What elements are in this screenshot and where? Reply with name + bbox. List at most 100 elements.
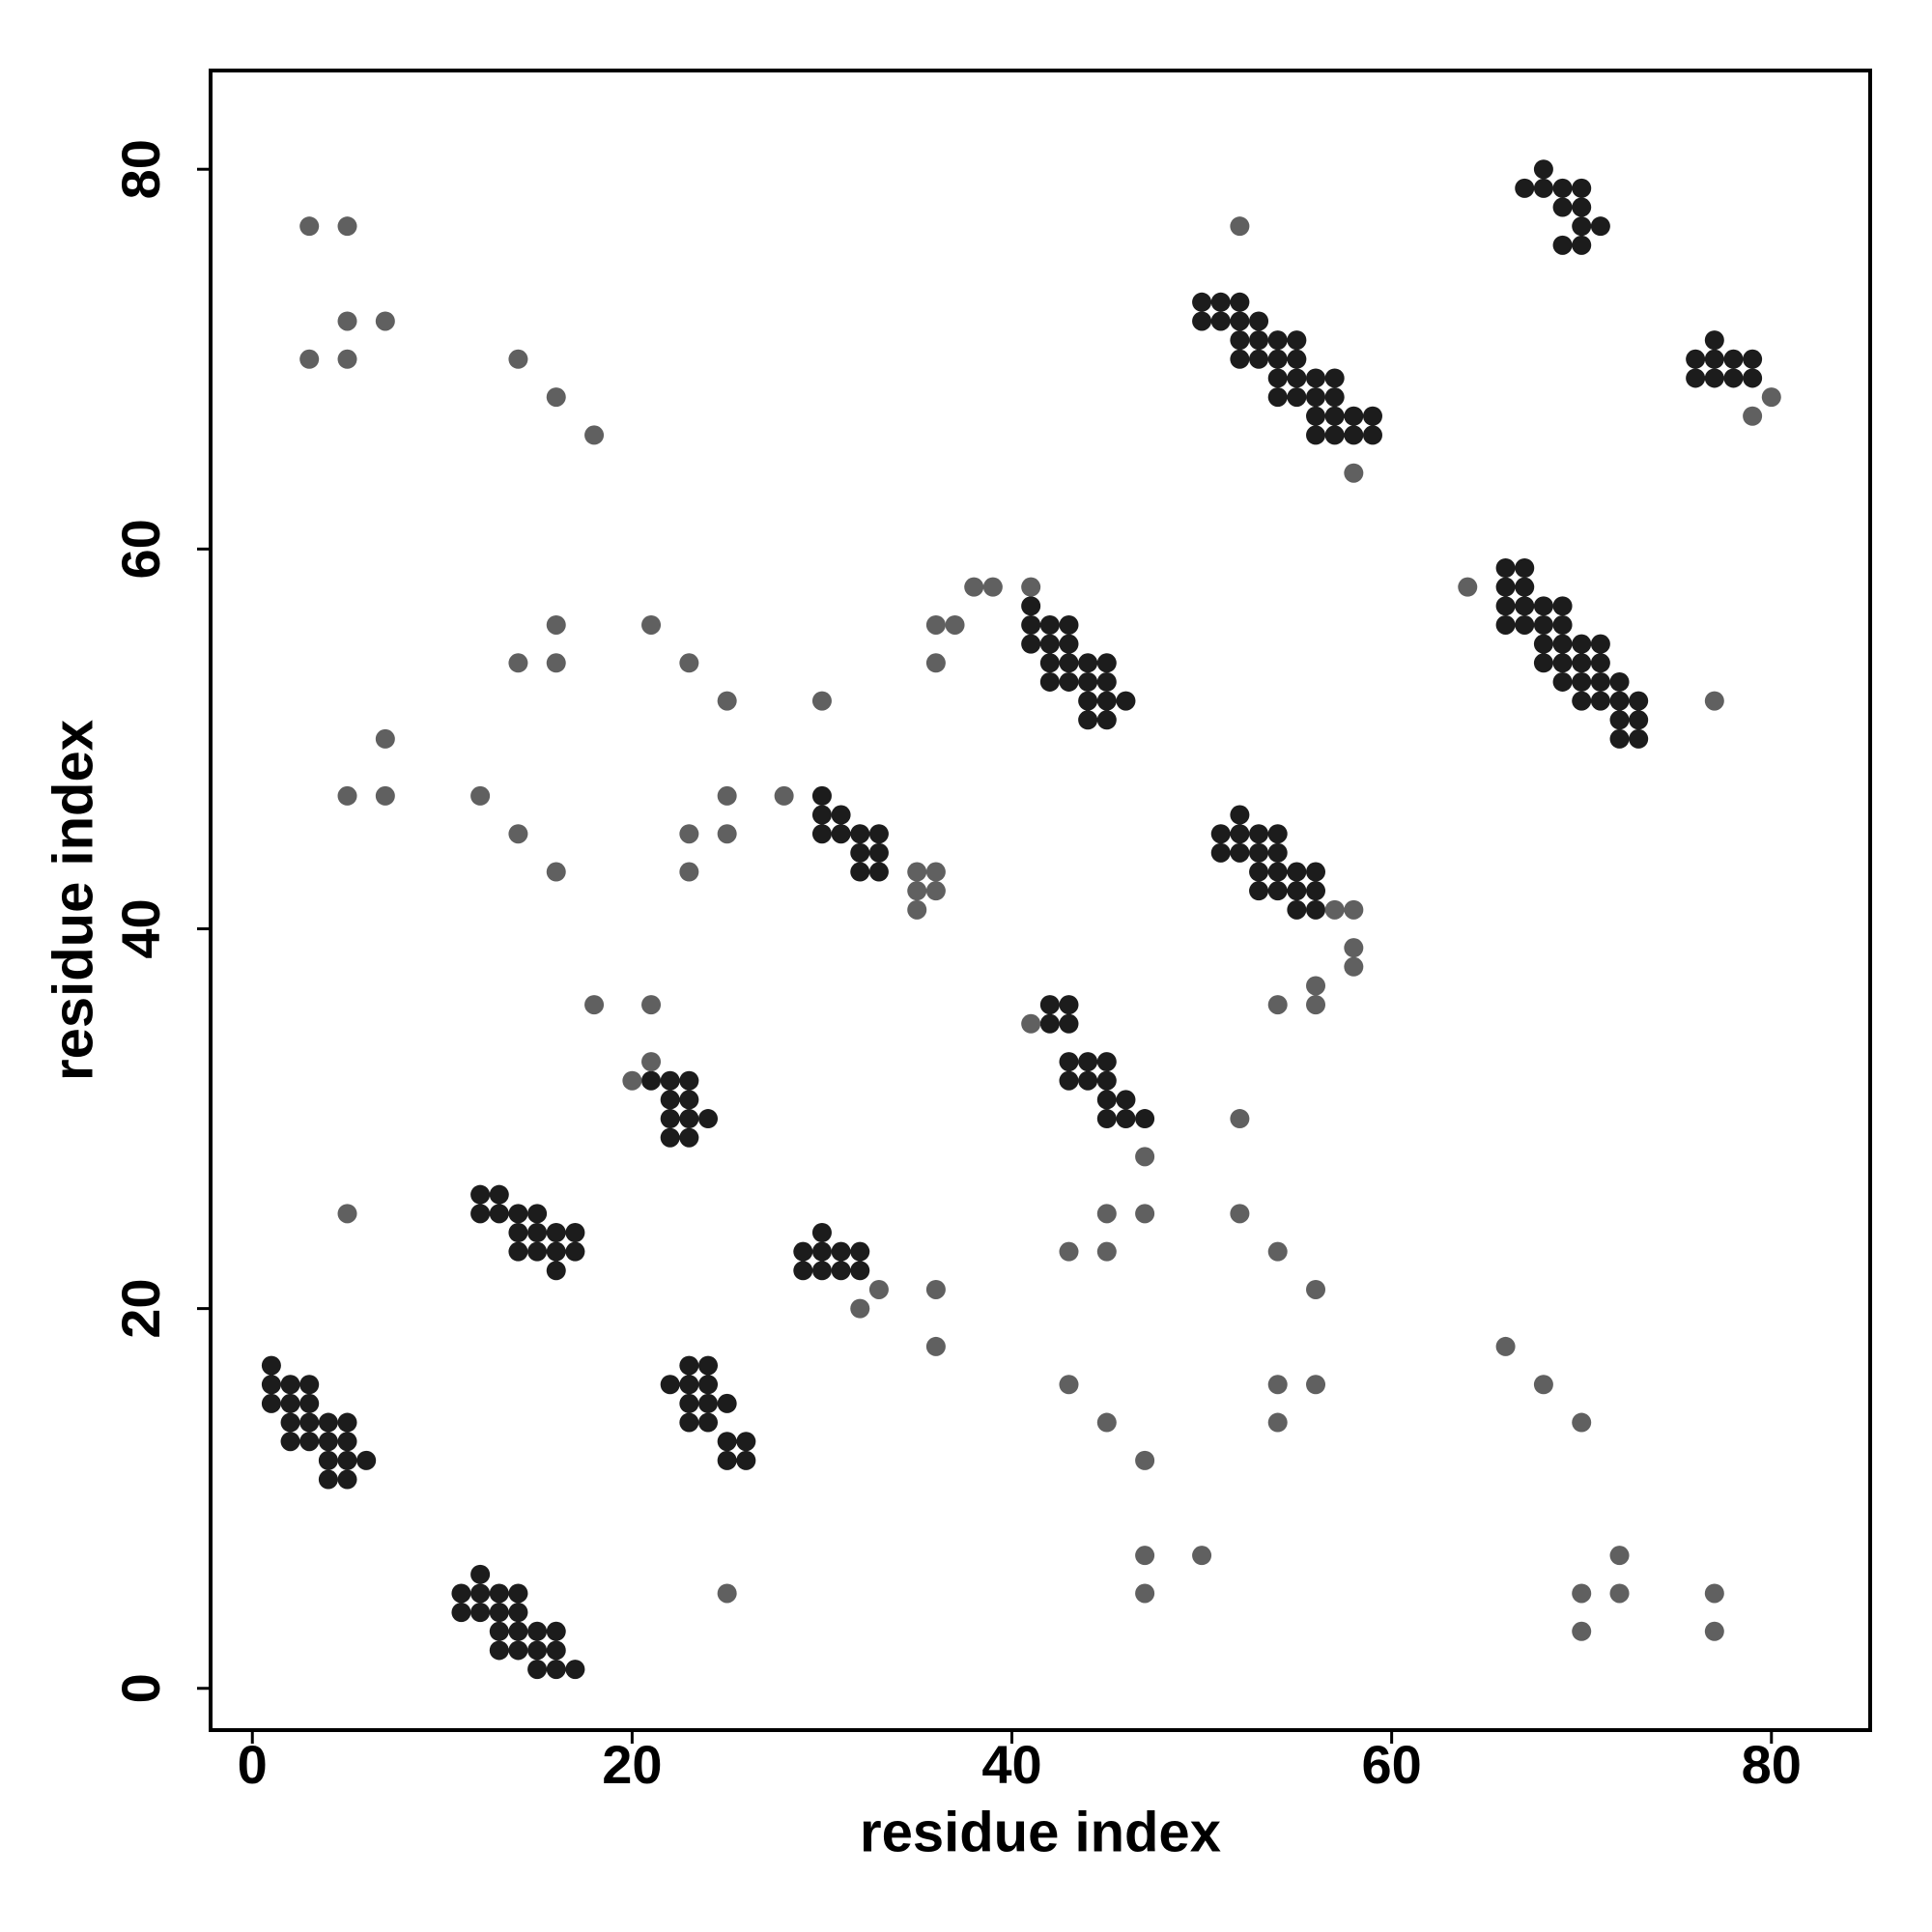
point: [337, 1450, 357, 1470]
point: [1572, 1583, 1592, 1604]
point: [1059, 1241, 1079, 1262]
y-tick-label: 80: [110, 139, 171, 199]
point: [1572, 216, 1592, 237]
point: [1590, 216, 1610, 237]
point: [1533, 653, 1553, 673]
point: [1249, 842, 1269, 863]
point: [1515, 614, 1535, 635]
point: [470, 785, 491, 806]
point: [811, 1222, 832, 1242]
point: [925, 653, 946, 673]
point: [470, 1204, 491, 1224]
point: [925, 881, 946, 901]
point: [1306, 899, 1326, 920]
point: [1096, 1241, 1117, 1262]
point: [1572, 235, 1592, 255]
point: [907, 881, 927, 901]
point: [508, 349, 528, 369]
point: [811, 1241, 832, 1262]
point: [470, 1184, 491, 1205]
point: [375, 728, 395, 749]
x-tick-label: 80: [1742, 1734, 1802, 1795]
point: [508, 1241, 528, 1262]
point: [1515, 178, 1535, 198]
point: [318, 1412, 338, 1433]
point: [679, 1109, 699, 1129]
point: [1059, 614, 1079, 635]
point: [337, 311, 357, 331]
point: [1039, 653, 1060, 673]
point: [546, 614, 566, 635]
point: [1324, 368, 1345, 388]
point: [489, 1640, 509, 1661]
point: [1096, 1070, 1117, 1091]
point: [1192, 292, 1212, 312]
point: [356, 1450, 377, 1470]
point: [868, 862, 889, 882]
point: [1704, 1621, 1724, 1641]
point: [527, 1660, 548, 1680]
point: [641, 614, 662, 635]
point: [527, 1241, 548, 1262]
point: [850, 842, 870, 863]
point: [1572, 634, 1592, 654]
point: [375, 785, 395, 806]
point: [1324, 387, 1345, 408]
point: [1230, 805, 1250, 825]
point: [1230, 1109, 1250, 1129]
point: [850, 1261, 870, 1281]
point: [1704, 349, 1724, 369]
point: [1078, 710, 1098, 730]
point: [831, 1261, 851, 1281]
point: [1249, 881, 1269, 901]
point: [1230, 216, 1250, 237]
point: [698, 1375, 719, 1395]
point: [811, 805, 832, 825]
point: [1267, 881, 1288, 901]
point: [945, 614, 965, 635]
point: [1135, 1546, 1155, 1566]
point: [546, 653, 566, 673]
point: [1552, 178, 1573, 198]
y-tick-label: 60: [110, 519, 171, 579]
point: [1552, 596, 1573, 616]
point: [868, 842, 889, 863]
point: [1704, 1583, 1724, 1604]
point: [1495, 614, 1516, 635]
point: [1230, 824, 1250, 844]
point: [1021, 614, 1041, 635]
point: [1306, 406, 1326, 426]
point: [1704, 330, 1724, 351]
point: [925, 1336, 946, 1356]
point: [1230, 330, 1250, 351]
point: [1267, 862, 1288, 882]
point: [1135, 1204, 1155, 1224]
plot-frame: [209, 69, 1872, 1732]
x-tick-label: 0: [238, 1734, 268, 1795]
point: [318, 1432, 338, 1452]
point: [679, 1090, 699, 1110]
point: [1344, 956, 1364, 977]
point: [508, 824, 528, 844]
point: [508, 1222, 528, 1242]
y-tick-label: 20: [110, 1278, 171, 1338]
point: [565, 1241, 585, 1262]
point: [1078, 671, 1098, 692]
point: [811, 691, 832, 711]
point: [546, 1621, 566, 1641]
point: [1495, 558, 1516, 579]
point: [508, 1204, 528, 1224]
point: [508, 1640, 528, 1661]
point: [736, 1432, 756, 1452]
point: [1590, 634, 1610, 654]
point: [261, 1393, 281, 1413]
point: [850, 1241, 870, 1262]
point: [1743, 368, 1763, 388]
point: [717, 1432, 737, 1452]
point: [470, 1603, 491, 1623]
point: [1078, 691, 1098, 711]
point: [1533, 634, 1553, 654]
point: [1609, 728, 1630, 749]
point: [622, 1070, 642, 1091]
